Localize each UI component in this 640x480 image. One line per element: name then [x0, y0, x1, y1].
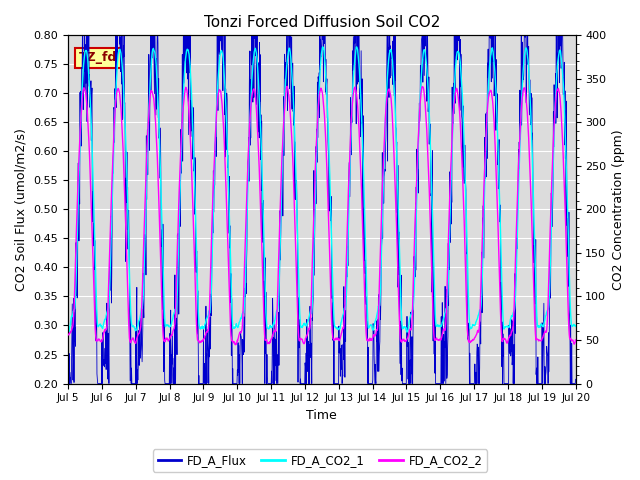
X-axis label: Time: Time — [307, 409, 337, 422]
Y-axis label: CO2 Soil Flux (umol/m2/s): CO2 Soil Flux (umol/m2/s) — [15, 128, 28, 291]
Text: TZ_fd: TZ_fd — [79, 51, 118, 64]
Legend: FD_A_Flux, FD_A_CO2_1, FD_A_CO2_2: FD_A_Flux, FD_A_CO2_1, FD_A_CO2_2 — [153, 449, 487, 472]
Title: Tonzi Forced Diffusion Soil CO2: Tonzi Forced Diffusion Soil CO2 — [204, 15, 440, 30]
Y-axis label: CO2 Concentration (ppm): CO2 Concentration (ppm) — [612, 129, 625, 290]
